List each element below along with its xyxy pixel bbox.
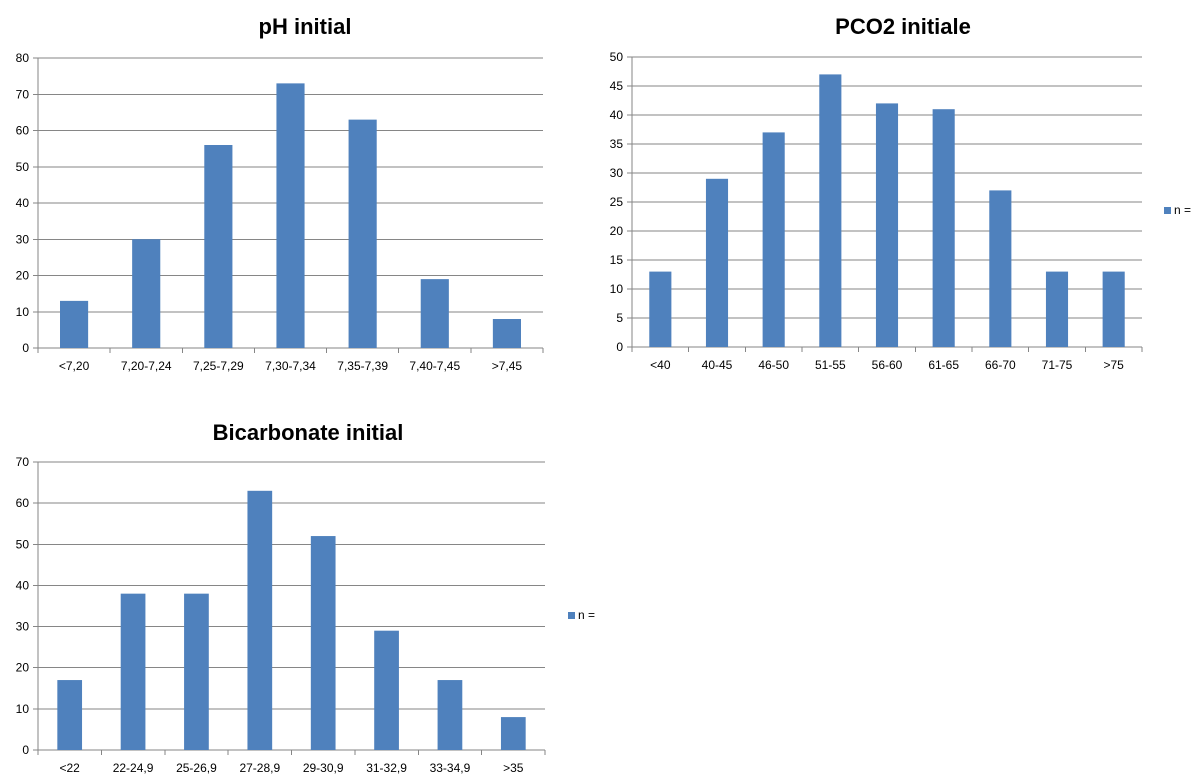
x-tick-label: 40-45 <box>702 358 733 372</box>
bar <box>276 83 305 348</box>
bar <box>184 593 209 750</box>
x-tick-label: >7,45 <box>492 359 523 373</box>
x-tick-label: 29-30,9 <box>303 761 344 775</box>
y-tick-label: 60 <box>16 124 30 138</box>
y-tick-label: 70 <box>16 87 30 101</box>
x-tick-label: 46-50 <box>758 358 789 372</box>
y-tick-label: 45 <box>610 79 624 93</box>
bar <box>875 103 899 348</box>
x-tick-label: 66-70 <box>985 358 1016 372</box>
x-tick-label: <7,20 <box>59 359 90 373</box>
x-tick-label: 22-24,9 <box>113 761 154 775</box>
bar <box>492 319 521 348</box>
y-tick-label: 30 <box>16 232 30 246</box>
chart-bicarbonate-initial: Bicarbonate initial 0 10 20 30 40 50 60 70 <22 22… <box>16 420 595 775</box>
y-tick-label: 30 <box>16 620 30 634</box>
chart-title: pH initial <box>259 14 352 39</box>
y-tick-label: 20 <box>16 661 30 675</box>
x-tick-label: 7,25-7,29 <box>193 359 244 373</box>
bar <box>247 490 273 750</box>
bar <box>348 119 377 348</box>
x-tick-label: 61-65 <box>928 358 959 372</box>
y-tick-label: 50 <box>16 537 30 551</box>
bar <box>989 190 1012 347</box>
bar <box>762 132 785 347</box>
bar <box>1102 271 1125 347</box>
y-tick-label: 50 <box>16 160 30 174</box>
x-tick-label: <40 <box>650 358 671 372</box>
x-tick-label: 7,30-7,34 <box>265 359 316 373</box>
chart-pco2-initiale: PCO2 initiale 0 5 10 15 20 25 30 35 40 45 50 <40 40-… <box>610 14 1191 372</box>
bar <box>132 239 161 348</box>
y-tick-label: 20 <box>16 269 30 283</box>
bar <box>57 680 83 750</box>
y-tick-label: 0 <box>22 341 29 355</box>
x-tick-label: >75 <box>1103 358 1124 372</box>
bar <box>60 300 89 348</box>
x-tick-label: 7,35-7,39 <box>337 359 388 373</box>
bar <box>819 74 842 348</box>
bar <box>120 593 146 750</box>
bar <box>310 536 336 750</box>
chart-title: Bicarbonate initial <box>213 420 404 445</box>
y-tick-label: 20 <box>610 224 624 238</box>
y-tick-label: 5 <box>616 311 623 325</box>
chart-ph-initial: pH initial 0 10 20 30 40 50 60 70 80 <7,20 7,20-7,… <box>16 14 544 373</box>
legend-swatch <box>568 612 575 619</box>
legend-label: n = <box>1174 203 1191 217</box>
y-tick-label: 10 <box>16 702 30 716</box>
x-tick-label: 7,40-7,45 <box>409 359 460 373</box>
legend-swatch <box>1164 207 1171 214</box>
bar <box>437 680 463 750</box>
bar <box>420 279 449 348</box>
chart-title: PCO2 initiale <box>835 14 971 39</box>
y-tick-label: 15 <box>610 253 624 267</box>
y-tick-label: 40 <box>610 108 624 122</box>
y-tick-label: 50 <box>610 50 624 64</box>
x-tick-label: 7,20-7,24 <box>121 359 172 373</box>
bar <box>374 630 399 750</box>
y-tick-label: 40 <box>16 196 30 210</box>
y-tick-label: 35 <box>610 137 624 151</box>
bar <box>932 109 955 347</box>
x-tick-label: >35 <box>503 761 524 775</box>
x-tick-label: 51-55 <box>815 358 846 372</box>
y-tick-label: 60 <box>16 496 30 510</box>
y-tick-label: 0 <box>616 340 623 354</box>
y-tick-label: 10 <box>610 282 624 296</box>
legend-label: n = <box>578 608 595 622</box>
y-tick-label: 0 <box>22 743 29 757</box>
y-tick-label: 70 <box>16 455 30 469</box>
x-tick-label: 27-28,9 <box>239 761 280 775</box>
y-tick-label: 30 <box>610 166 624 180</box>
bar <box>649 271 672 347</box>
y-tick-label: 40 <box>16 578 30 592</box>
y-tick-label: 80 <box>16 51 30 65</box>
bar <box>1045 271 1069 347</box>
x-tick-label: <22 <box>60 761 81 775</box>
bar <box>705 178 729 347</box>
x-tick-label: 25-26,9 <box>176 761 217 775</box>
x-tick-label: 56-60 <box>872 358 903 372</box>
bar <box>204 145 233 348</box>
x-tick-label: 71-75 <box>1042 358 1073 372</box>
x-tick-label: 33-34,9 <box>430 761 471 775</box>
y-tick-label: 10 <box>16 305 30 319</box>
y-tick-label: 25 <box>610 195 624 209</box>
bar <box>500 717 526 750</box>
x-tick-label: 31-32,9 <box>366 761 407 775</box>
